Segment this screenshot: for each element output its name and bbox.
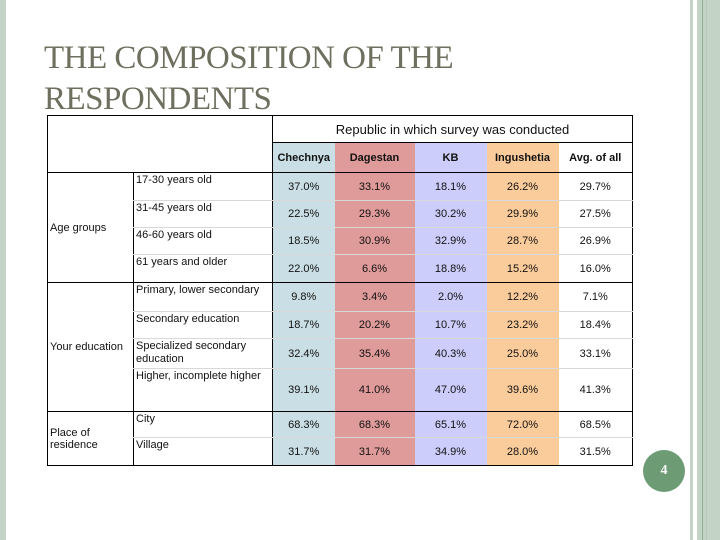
cell-value: 41.0%	[334, 368, 415, 412]
right-decorative-border	[690, 0, 720, 540]
cell-value: 12.2%	[486, 282, 559, 312]
row-label: Specialized secondary education	[133, 338, 273, 369]
title-line-1: THE COMPOSITION OF THE	[44, 40, 454, 76]
cell-value: 65.1%	[414, 411, 487, 438]
cell-value: 68.5%	[558, 411, 633, 438]
cell-value: 18.1%	[414, 172, 487, 201]
cell-value: 39.6%	[486, 368, 559, 412]
row-label: 61 years and older	[133, 254, 273, 283]
cell-value: 18.4%	[558, 311, 633, 339]
cell-value: 27.5%	[558, 200, 633, 228]
row-label: 17-30 years old	[133, 172, 273, 201]
row-label: Primary, lower secondary	[133, 282, 273, 312]
cell-value: 25.0%	[486, 338, 559, 369]
row-label: 46-60 years old	[133, 227, 273, 255]
cell-value: 26.2%	[486, 172, 559, 201]
table-row: Age groups 17-30 years old 37.0% 33.1% 1…	[47, 172, 633, 283]
cell-value: 31.7%	[334, 437, 415, 466]
header-empty-corner	[47, 115, 273, 173]
cell-value: 10.7%	[414, 311, 487, 339]
row-label: Higher, incomplete higher	[133, 368, 273, 412]
row-label: Village	[133, 437, 273, 466]
cell-value: 72.0%	[486, 411, 559, 438]
table-row: Higher, incomplete higher 39.1% 41.0% 47…	[48, 368, 633, 412]
cell-value: 47.0%	[414, 368, 487, 412]
group-label-age: Age groups	[47, 172, 134, 283]
cell-value: 35.4%	[334, 338, 415, 369]
respondents-composition-table: Republic in which survey was conducted C…	[47, 115, 633, 466]
cell-value: 6.6%	[334, 254, 415, 283]
table-row: 61 years and older 22.0% 6.6% 18.8% 15.2…	[48, 254, 633, 283]
cell-value: 29.7%	[558, 172, 633, 201]
cell-value: 22.5%	[272, 200, 335, 228]
cell-value: 22.0%	[272, 254, 335, 283]
cell-value: 68.3%	[334, 411, 415, 438]
cell-value: 3.4%	[334, 282, 415, 312]
cell-value: 34.9%	[414, 437, 487, 466]
cell-value: 18.7%	[272, 311, 335, 339]
cell-value: 18.8%	[414, 254, 487, 283]
cell-value: 40.3%	[414, 338, 487, 369]
row-label: City	[133, 411, 273, 438]
left-decorative-stripe	[0, 0, 6, 540]
cell-value: 32.4%	[272, 338, 335, 369]
row-label: Secondary education	[133, 311, 273, 339]
cell-value: 33.1%	[558, 338, 633, 369]
table-row: Secondary education 18.7% 20.2% 10.7% 23…	[48, 311, 633, 339]
cell-value: 16.0%	[558, 254, 633, 283]
table-row: Specialized secondary education 32.4% 35…	[48, 338, 633, 369]
cell-value: 33.1%	[334, 172, 415, 201]
column-header-dagestan: Dagestan	[334, 142, 415, 173]
slide-title: THE COMPOSITION OF THE RESPONDENTS	[44, 38, 604, 120]
cell-value: 39.1%	[272, 368, 335, 412]
cell-value: 9.8%	[272, 282, 335, 312]
cell-value: 68.3%	[272, 411, 335, 438]
cell-value: 37.0%	[272, 172, 335, 201]
group-label-education: Your education	[47, 282, 134, 412]
cell-value: 18.5%	[272, 227, 335, 255]
cell-value: 30.2%	[414, 200, 487, 228]
cell-value: 23.2%	[486, 311, 559, 339]
table-row: Village 31.7% 31.7% 34.9% 28.0% 31.5%	[48, 437, 633, 466]
cell-value: 29.9%	[486, 200, 559, 228]
cell-value: 30.9%	[334, 227, 415, 255]
cell-value: 31.7%	[272, 437, 335, 466]
super-header: Republic in which survey was conducted	[272, 115, 633, 143]
column-header-avg-of-all: Avg. of all	[558, 142, 633, 173]
cell-value: 41.3%	[558, 368, 633, 412]
page-number-badge: 4	[643, 450, 685, 492]
group-label-residence: Place of residence	[47, 411, 134, 466]
column-header-kb: KB	[414, 142, 487, 173]
table-row: Your education Primary, lower secondary …	[47, 282, 633, 412]
row-label: 31-45 years old	[133, 200, 273, 228]
cell-value: 20.2%	[334, 311, 415, 339]
cell-value: 28.7%	[486, 227, 559, 255]
table-row: 46-60 years old 18.5% 30.9% 32.9% 28.7% …	[48, 227, 633, 255]
cell-value: 28.0%	[486, 437, 559, 466]
cell-value: 2.0%	[414, 282, 487, 312]
table-row: 31-45 years old 22.5% 29.3% 30.2% 29.9% …	[48, 200, 633, 228]
table-row: Place of residence City 68.3% 68.3% 65.1…	[47, 411, 633, 466]
cell-value: 15.2%	[486, 254, 559, 283]
cell-value: 32.9%	[414, 227, 487, 255]
cell-value: 26.9%	[558, 227, 633, 255]
title-line-2: RESPONDENTS	[44, 81, 272, 117]
column-header-ingushetia: Ingushetia	[486, 142, 559, 173]
cell-value: 7.1%	[558, 282, 633, 312]
cell-value: 31.5%	[558, 437, 633, 466]
column-header-chechnya: Chechnya	[272, 142, 335, 173]
cell-value: 29.3%	[334, 200, 415, 228]
